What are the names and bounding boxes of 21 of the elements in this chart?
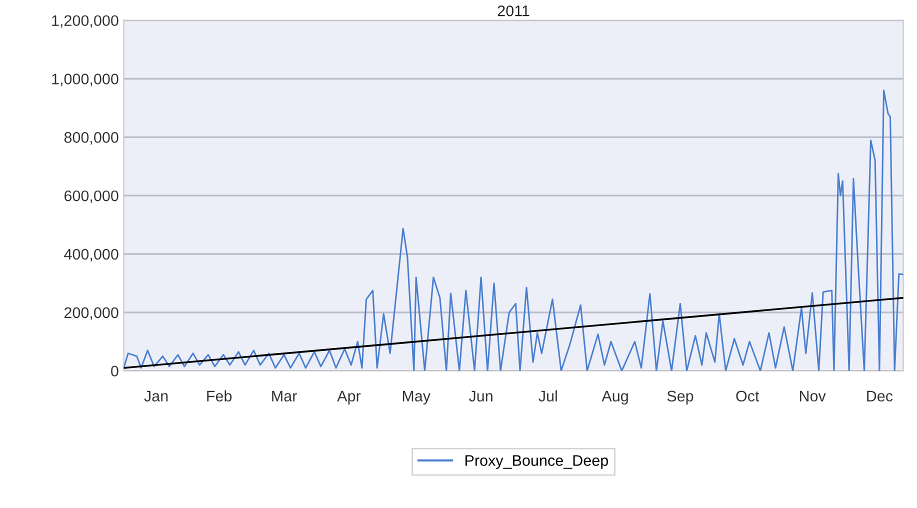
x-tick-label: Jul	[538, 390, 557, 402]
x-tick-label: Jan	[144, 390, 168, 402]
y-tick-label: 1,000,000	[52, 74, 118, 86]
y-tick-label: 800,000	[64, 132, 118, 145]
legend-label: Proxy_Bounce_Deep	[466, 455, 608, 469]
x-tick-label: Aug	[602, 390, 628, 405]
x-tick-label: Nov	[800, 390, 826, 402]
x-tick-label: Jun	[468, 390, 492, 402]
y-tick-label: 0	[111, 366, 118, 377]
x-tick-label: Mar	[272, 390, 297, 402]
x-tick-label: Feb	[207, 390, 232, 402]
chart-title: 2011	[498, 5, 530, 16]
y-tick-label: 200,000	[64, 307, 118, 320]
x-tick-label: May	[402, 390, 430, 405]
y-tick-label: 400,000	[64, 248, 118, 262]
y-tick-label: 600,000	[64, 190, 118, 204]
x-tick-label: Sep	[667, 390, 694, 405]
x-tick-label: Apr	[337, 390, 361, 405]
y-tick-label: 1,200,000	[52, 15, 118, 28]
x-tick-label: Dec	[867, 390, 893, 402]
x-tick-label: Oct	[736, 390, 760, 402]
